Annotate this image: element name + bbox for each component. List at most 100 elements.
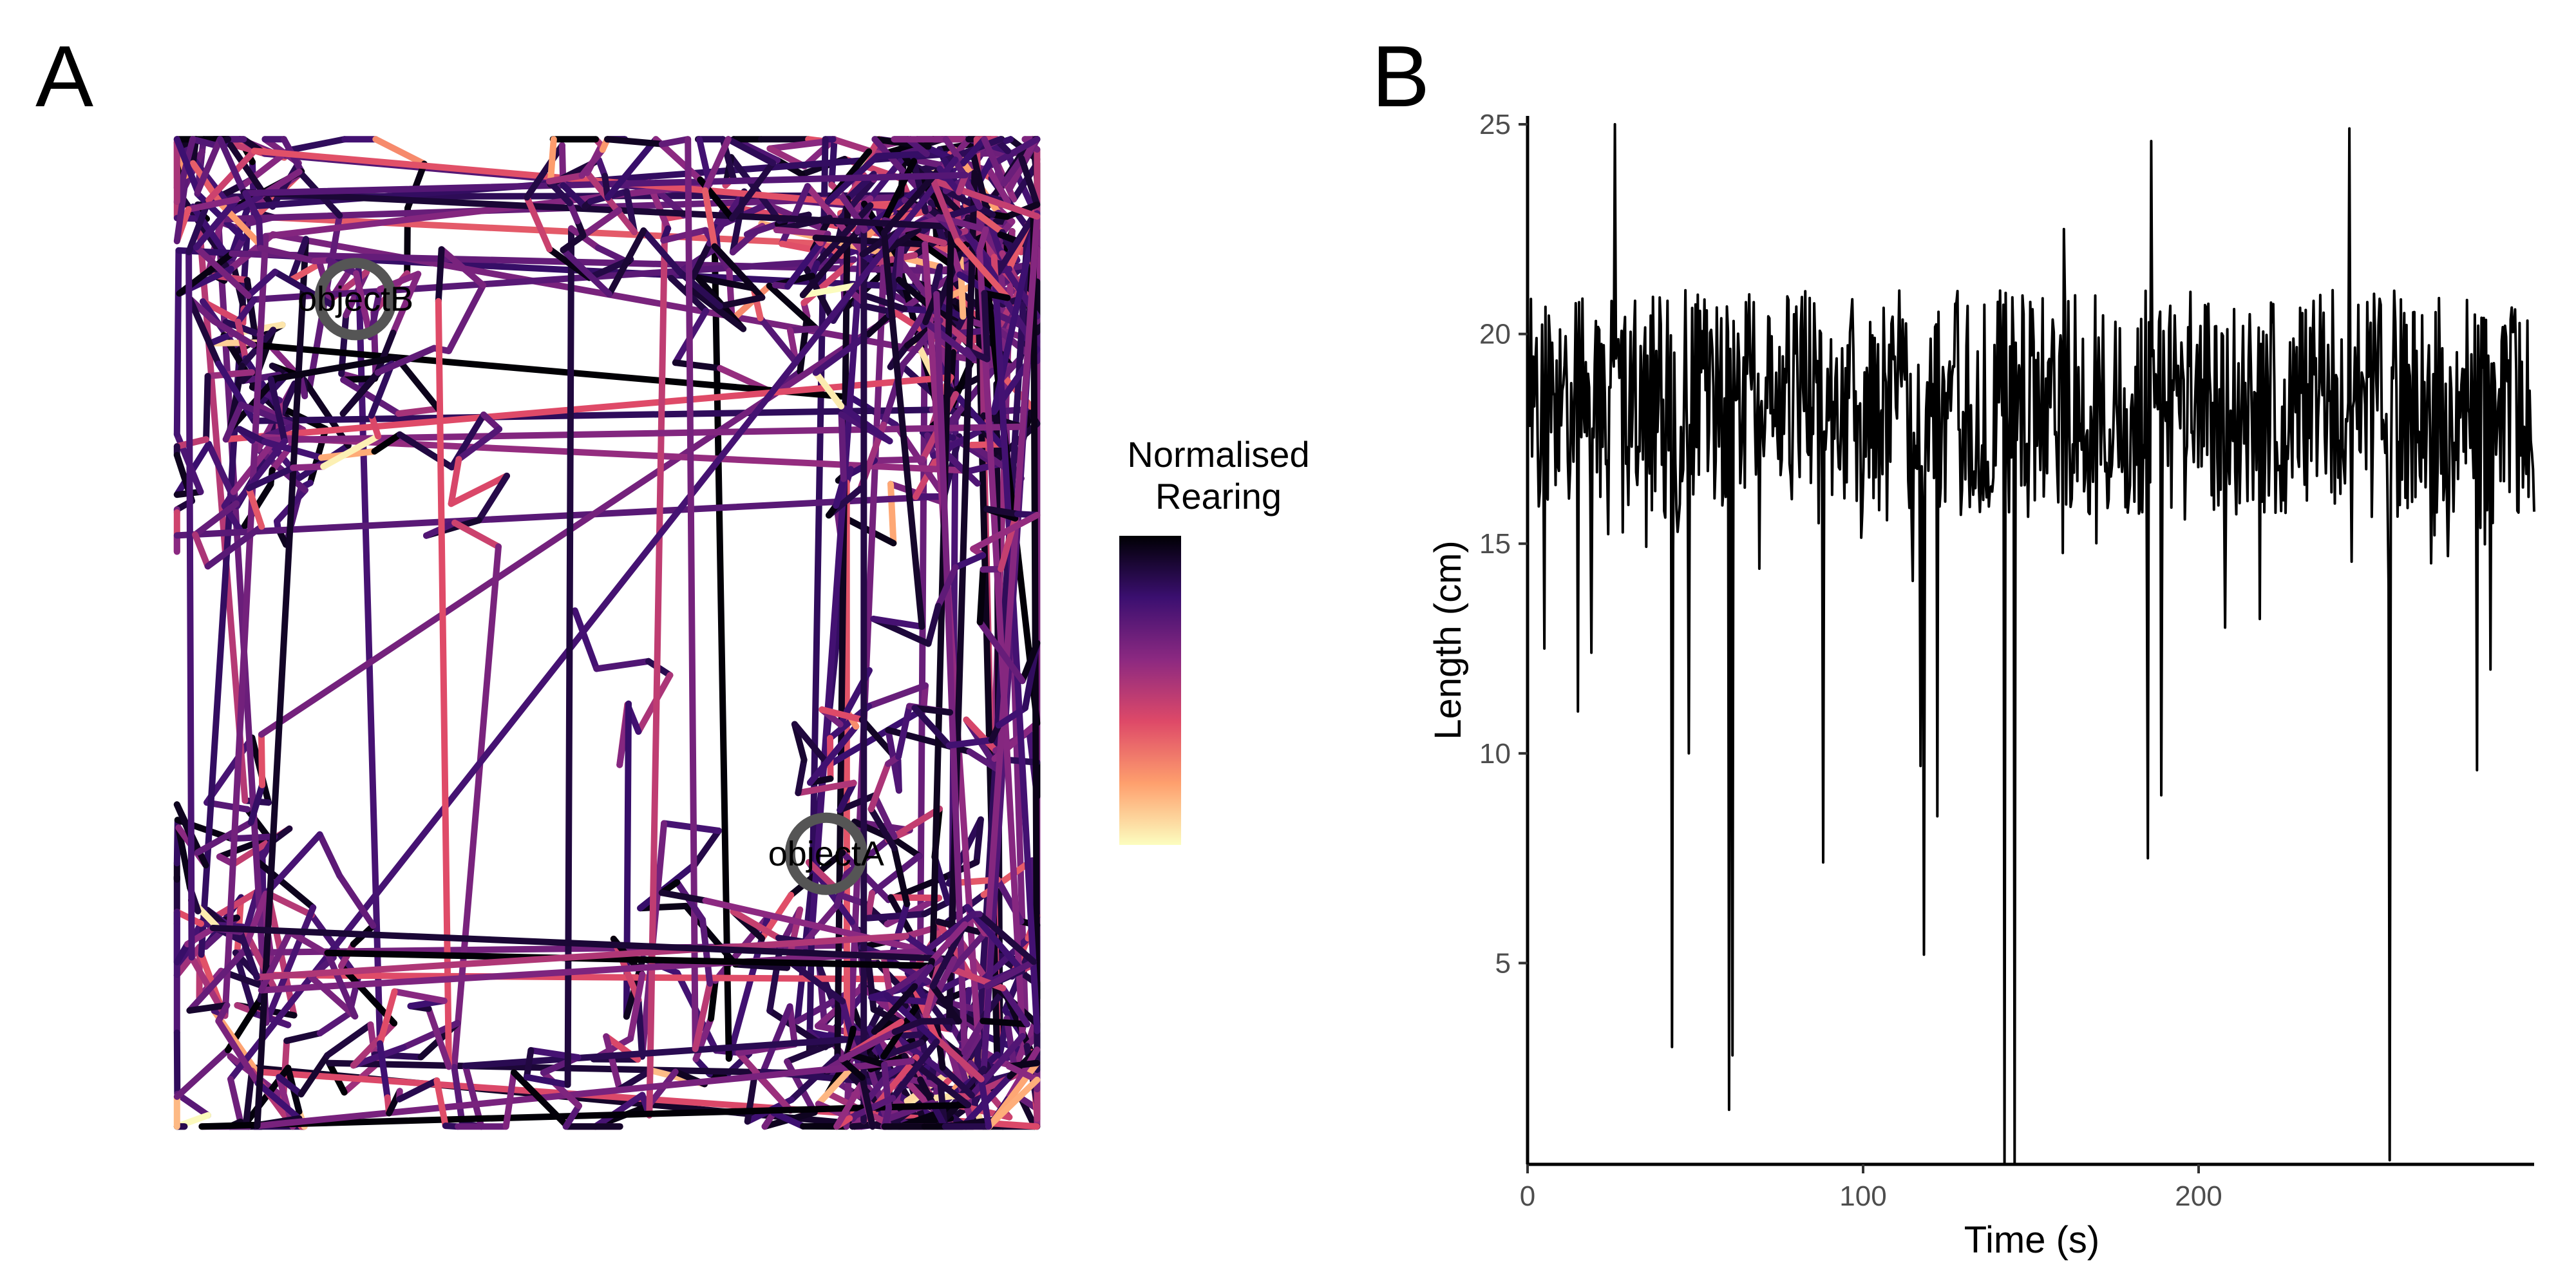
trajectory-segment — [324, 1021, 374, 1059]
trajectory-segment — [952, 552, 987, 571]
trajectory-segment — [757, 315, 800, 366]
trajectory-segment — [911, 705, 954, 716]
trajectory-segment — [838, 1056, 866, 1081]
trajectory-segment — [984, 164, 1011, 205]
trajectory-segment — [961, 1018, 987, 1056]
trajectory-segment — [253, 933, 909, 981]
trajectory-segment — [1000, 155, 1025, 187]
trajectory-segment — [945, 169, 978, 1032]
trajectory-segment — [814, 1023, 870, 1039]
y-ticks: 5 10 15 20 25 — [1479, 109, 1528, 979]
trajectory-segment — [371, 431, 403, 455]
trajectory-segment — [983, 506, 1021, 518]
trajectory-segment — [985, 1076, 1041, 1130]
trajectory-segment — [716, 294, 766, 310]
trajectory-segment — [215, 360, 258, 424]
trajectory-segment — [766, 138, 830, 152]
trajectory-segment — [593, 658, 652, 672]
trajectory-segment — [173, 172, 189, 245]
trajectory-segment — [976, 247, 1026, 1039]
trajectory-segment — [207, 331, 235, 346]
trajectory-segment — [978, 1075, 992, 1130]
trajectory-segment — [815, 1065, 855, 1108]
object-ring-objectB — [314, 258, 397, 341]
trajectory-segment — [871, 983, 918, 1035]
trajectory-segment — [204, 369, 255, 380]
trajectory-segment — [658, 136, 692, 147]
trajectory-segment — [939, 1064, 975, 1099]
trajectory-segment — [869, 853, 923, 896]
trajectory-segment — [616, 1067, 654, 1093]
trajectory-segment — [908, 1057, 972, 1108]
trajectory-segment — [903, 229, 958, 270]
trajectory-segment — [837, 779, 857, 813]
trajectory-segment — [523, 1046, 535, 1081]
legend-title-line2: Rearing — [1155, 476, 1282, 516]
trajectory-segment — [584, 169, 638, 236]
trajectory-segment — [964, 904, 1025, 974]
trajectory-segment — [1018, 155, 1041, 208]
trajectory-segment — [929, 983, 962, 1025]
trajectory-segment — [308, 974, 359, 1020]
trajectory-segment — [263, 904, 317, 1026]
trajectory-segment — [735, 1050, 794, 1114]
trajectory-segment — [287, 260, 323, 284]
trajectory-segment — [833, 475, 847, 509]
trajectory-segment — [930, 177, 961, 245]
trajectory-segment — [545, 178, 573, 207]
trajectory-segment — [234, 954, 258, 1017]
trajectory-segment — [1030, 213, 1041, 1038]
trajectory-segment — [983, 958, 1037, 990]
trajectory-segment — [791, 721, 832, 768]
trajectory-segment — [562, 1103, 582, 1130]
trajectory-segment — [708, 977, 719, 1022]
trajectory-segment — [211, 317, 257, 348]
trajectory-segment — [237, 929, 260, 981]
trajectory-segment — [658, 889, 709, 904]
trajectory-segment — [871, 456, 926, 464]
trajectory-segment — [976, 619, 1026, 685]
trajectory-segment — [276, 1074, 305, 1098]
trajectory-segment — [759, 1003, 793, 1075]
trajectory-segment — [672, 359, 723, 372]
trajectory-segment — [523, 1074, 571, 1088]
trajectory-segment — [475, 472, 510, 524]
trajectory-segment — [627, 971, 646, 1042]
trajectory-segment — [812, 234, 929, 248]
trajectory-segment — [797, 312, 811, 375]
trajectory-segment — [173, 247, 182, 438]
length-series-line — [1526, 123, 2535, 1166]
trajectory-segment — [786, 958, 846, 1005]
trajectory-segment — [893, 837, 923, 860]
trajectory-segment — [952, 391, 1004, 448]
trajectory-segment — [837, 792, 878, 813]
trajectory-segment — [984, 213, 1041, 938]
trajectory-segment — [865, 312, 893, 337]
trajectory-segment — [236, 426, 268, 445]
trajectory-segment — [209, 925, 958, 963]
trajectory-segment — [592, 1092, 646, 1130]
trajectory-segment — [799, 283, 858, 299]
trajectory-segment — [999, 985, 1030, 1028]
trajectory-segment — [186, 295, 222, 367]
trajectory-segment — [350, 1019, 398, 1069]
trajectory-segment — [925, 603, 942, 647]
trajectory-segment — [245, 269, 278, 299]
trajectory-segment — [1003, 1015, 1018, 1070]
trajectory-segment — [524, 142, 565, 201]
trajectory-segment — [245, 464, 296, 491]
trajectory-segment — [934, 564, 959, 610]
colorbar-legend: Normalised Rearing — [1119, 434, 1310, 845]
trajectory-segment — [243, 1067, 256, 1126]
trajectory-segment — [451, 1063, 466, 1127]
trajectory-segment — [256, 216, 264, 252]
trajectory-segment — [269, 160, 302, 210]
trajectory-segment — [929, 921, 969, 965]
trajectory-segment — [229, 250, 983, 276]
trajectory-segment — [911, 705, 952, 749]
panel-a-letter: A — [35, 28, 93, 125]
y-tick-label: 20 — [1479, 319, 1511, 350]
trajectory-segment — [448, 472, 510, 507]
trajectory-segment — [285, 136, 348, 154]
